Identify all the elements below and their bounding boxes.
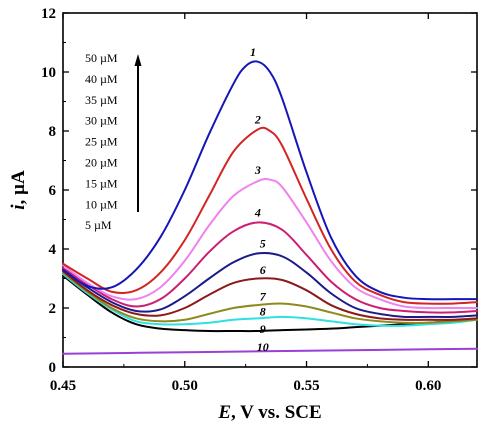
y-tick-label: 10 [41,65,56,81]
legend-entry: 10 µM [85,197,118,211]
curve-label-1: 1 [250,45,256,59]
series-line-1 [62,60,478,301]
curve-label-5: 5 [260,237,266,251]
curve-label-9: 9 [260,322,266,336]
x-tick-label: 0.55 [293,378,319,394]
legend-entry: 40 µM [85,72,118,86]
series-line-10 [62,347,478,355]
series-layer [62,60,478,355]
legend-entry: 25 µM [85,135,118,149]
y-tick-label: 12 [41,6,56,22]
y-tick-label: 4 [49,242,57,258]
x-axis-rest: , V vs. SCE [231,402,322,423]
series-line-5 [62,252,478,319]
x-axis-var: E [217,402,231,423]
y-tick-label: 8 [49,124,57,140]
y-axis-rest: , µA [8,170,29,204]
legend-entry: 5 µM [85,218,112,232]
y-axis-var: i [8,204,29,210]
series-line-6 [62,270,478,321]
increase-arrow-head [134,54,142,66]
legend-entry: 15 µM [85,176,118,190]
curve-labels: 1 2 3 4 5 6 78 9 10 [250,45,269,354]
series-line-3 [62,177,478,310]
curve-label-4: 4 [254,206,261,220]
y-tick-label: 0 [49,360,57,376]
curve-label-6: 6 [260,263,266,277]
x-axis-title: E, V vs. SCE [217,402,321,423]
x-tick-label: 0.45 [50,378,76,394]
curve-label-3: 3 [254,163,261,177]
y-tick-label: 2 [49,301,57,317]
series-line-8 [62,273,478,327]
series-line-9 [62,274,478,333]
curve-label-10: 10 [257,340,269,354]
curve-label-7: 7 [260,290,267,304]
legend-entry: 30 µM [85,114,118,128]
series-line-4 [62,221,478,314]
x-tick-label: 0.50 [172,378,198,394]
x-tick-label: 0.60 [415,378,441,394]
y-axis-title: i, µA [8,170,29,210]
legend-entry: 35 µM [85,93,118,107]
series-line-7 [62,271,478,324]
legend-entry: 20 µM [85,156,118,170]
curve-label-8: 8 [260,304,266,318]
legend-entry: 50 µM [85,51,118,65]
y-tick-label: 6 [49,183,57,199]
curve-label-2: 2 [254,113,261,127]
concentration-legend: 50 µM 40 µM 35 µM 30 µM 25 µM 20 µM 15 µM 10 µM… [85,51,142,232]
series-line-2 [62,126,478,305]
